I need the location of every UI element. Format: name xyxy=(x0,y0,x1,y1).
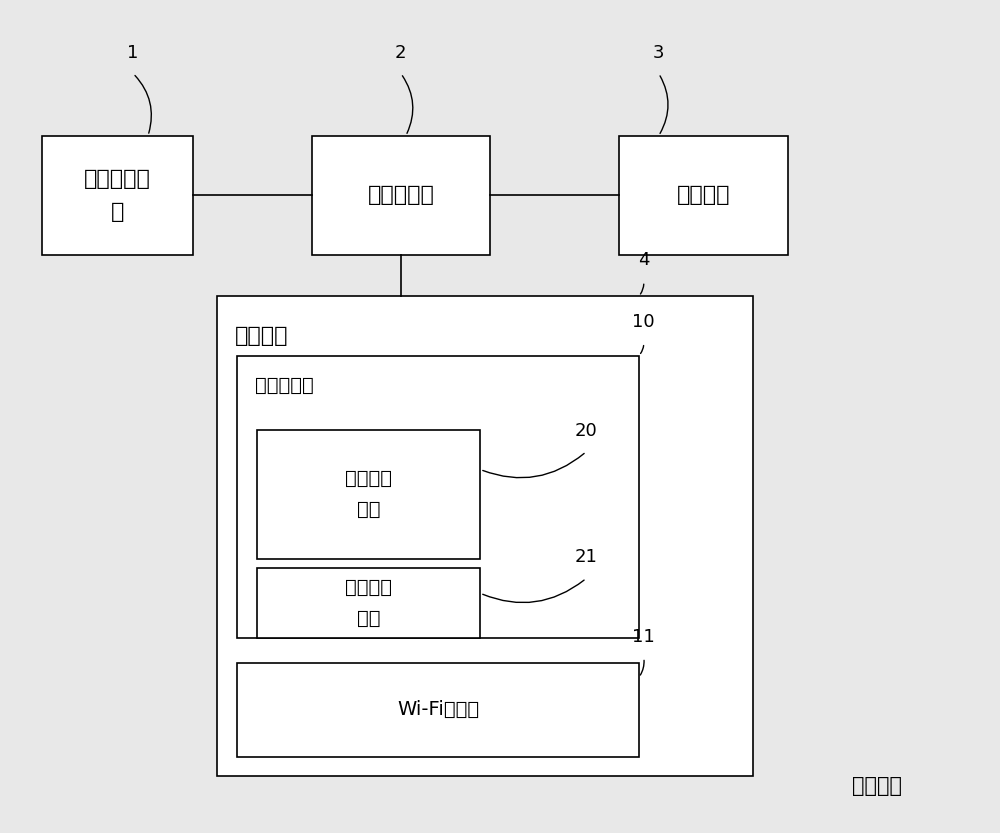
Bar xyxy=(237,356,639,638)
Text: Wi-Fi子模块: Wi-Fi子模块 xyxy=(397,700,479,719)
Text: 蓝牙子模块: 蓝牙子模块 xyxy=(255,376,314,395)
Text: 照明装置: 照明装置 xyxy=(852,776,902,796)
Bar xyxy=(257,430,480,559)
Text: 2: 2 xyxy=(395,43,407,62)
Text: 发光模块: 发光模块 xyxy=(677,185,730,205)
Text: 11: 11 xyxy=(632,628,655,646)
Bar xyxy=(217,297,753,776)
Text: 基带处理
单元: 基带处理 单元 xyxy=(345,578,392,628)
Bar xyxy=(619,136,788,255)
Text: 1: 1 xyxy=(127,43,139,62)
Bar xyxy=(257,568,480,638)
Bar xyxy=(42,136,193,255)
Text: 3: 3 xyxy=(653,43,664,62)
Text: 21: 21 xyxy=(575,548,598,566)
Text: 通信模块: 通信模块 xyxy=(235,326,289,346)
Text: 20: 20 xyxy=(575,421,598,440)
Text: 10: 10 xyxy=(632,313,655,331)
Text: 语音检测模
块: 语音检测模 块 xyxy=(84,169,151,222)
Bar xyxy=(312,136,490,255)
Text: 主控制模块: 主控制模块 xyxy=(367,185,434,205)
Text: 4: 4 xyxy=(638,252,650,270)
Bar xyxy=(237,662,639,756)
Text: 蓝牙射频
单元: 蓝牙射频 单元 xyxy=(345,469,392,519)
